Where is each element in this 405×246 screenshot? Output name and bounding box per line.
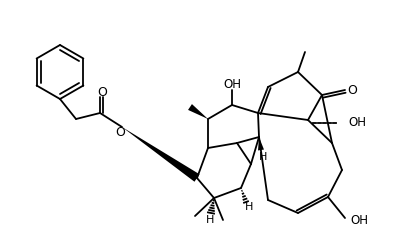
Text: O: O	[97, 86, 107, 98]
Text: H: H	[258, 152, 266, 162]
Polygon shape	[188, 104, 207, 119]
Text: H: H	[205, 215, 214, 225]
Polygon shape	[258, 137, 263, 151]
Text: O: O	[115, 126, 125, 139]
Polygon shape	[122, 127, 199, 182]
Text: H: H	[244, 202, 253, 212]
Text: OH: OH	[347, 117, 365, 129]
Text: OH: OH	[349, 214, 367, 227]
Text: O: O	[346, 83, 356, 96]
Text: OH: OH	[222, 78, 241, 92]
